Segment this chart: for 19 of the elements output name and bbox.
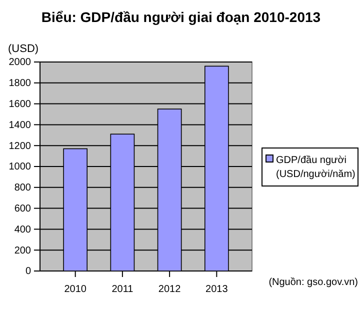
chart-title: Biểu: GDP/đầu người giai đoạn 2010-2013: [41, 9, 321, 25]
y-tick-label: 1800: [8, 78, 32, 90]
y-axis-title: (USD): [8, 43, 39, 55]
y-tick-label: 1600: [8, 99, 32, 110]
y-tick-label: 200: [14, 245, 32, 256]
text: (Nguồn: gso.gov.vn): [268, 277, 358, 288]
y-tick-label: 0: [25, 266, 32, 278]
y-tick-label: 800: [14, 182, 32, 194]
y-tick-label: 400: [14, 224, 32, 236]
x-tick-label: 2011: [112, 284, 134, 295]
y-tick-label: 2000: [8, 57, 32, 68]
legend-label: GDP/đầu người (USD/người/năm): [276, 155, 356, 180]
y-tick-label: 600: [14, 204, 32, 214]
y-tick-label: 1200: [8, 140, 32, 152]
x-tick-label: 2013: [206, 284, 228, 295]
y-tick-label: 1400: [8, 120, 32, 131]
y-tick-label: 1000: [8, 162, 32, 173]
x-tick-label: 2012: [158, 284, 182, 295]
x-tick-label: 2010: [64, 284, 87, 295]
